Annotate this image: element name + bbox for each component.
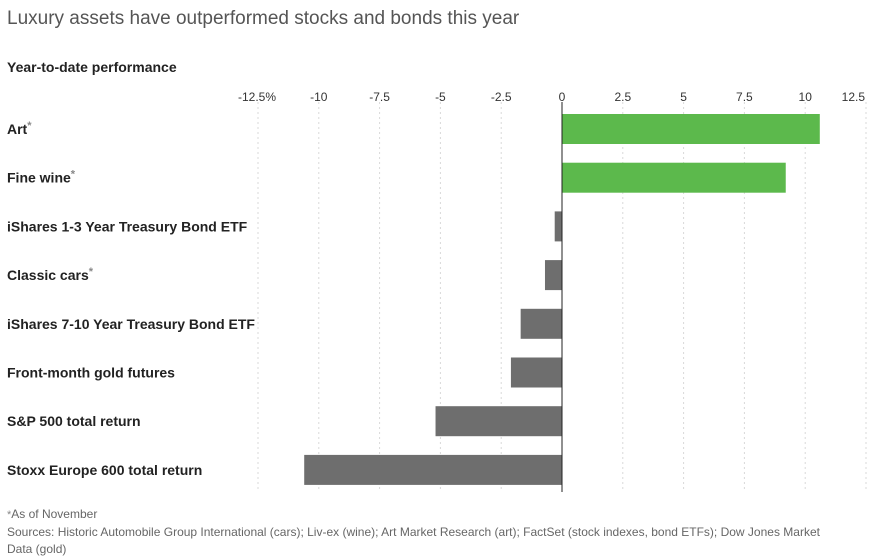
x-tick-label: -7.5: [369, 90, 390, 104]
x-tick-label: 12.5: [842, 90, 866, 104]
category-label: Fine wine*: [7, 169, 76, 186]
category-label: Stoxx Europe 600 total return: [7, 462, 202, 478]
as-of-footnote: *As of November: [7, 507, 97, 521]
category-label: Art*: [7, 120, 32, 137]
category-name: S&P 500 total return: [7, 413, 141, 429]
bar: [520, 308, 562, 339]
bar: [304, 454, 562, 485]
category-label: iShares 7-10 Year Treasury Bond ETF: [7, 316, 255, 332]
as-of-marker: *: [7, 509, 12, 521]
category-label: S&P 500 total return: [7, 413, 141, 429]
x-tick-label: -10: [310, 90, 328, 104]
category-note: *: [89, 266, 94, 278]
sources-line-2: Data (gold): [7, 542, 66, 556]
category-name: Fine wine: [7, 170, 71, 186]
category-name: iShares 7-10 Year Treasury Bond ETF: [7, 316, 255, 332]
category-note: *: [71, 169, 76, 181]
category-label: Classic cars*: [7, 266, 94, 283]
category-labels: Art*Fine wine*iShares 1-3 Year Treasury …: [7, 120, 255, 478]
x-tick-label: 10: [799, 90, 813, 104]
x-tick-label: -12.5%: [238, 90, 276, 104]
chart-subtitle: Year-to-date performance: [7, 59, 177, 75]
category-name: Classic cars: [7, 267, 89, 283]
category-label: iShares 1-3 Year Treasury Bond ETF: [7, 218, 248, 234]
sources-line-1: Sources: Historic Automobile Group Inter…: [7, 525, 821, 539]
category-name: Front-month gold futures: [7, 365, 175, 381]
category-note: *: [27, 120, 32, 132]
x-tick-label: -2.5: [491, 90, 512, 104]
bar: [554, 211, 562, 242]
x-tick-label: 5: [680, 90, 687, 104]
category-name: iShares 1-3 Year Treasury Bond ETF: [7, 218, 248, 234]
bar: [562, 114, 820, 144]
category-name: Stoxx Europe 600 total return: [7, 462, 202, 478]
bars: [304, 114, 820, 485]
bar: [544, 260, 562, 291]
as-of-text: As of November: [11, 507, 97, 521]
category-label: Front-month gold futures: [7, 365, 175, 381]
x-axis-ticks: -12.5% -10 -7.5 -5 -2.5 0 2.5 5 7.5 10 12.5: [238, 90, 865, 104]
x-tick-label: 0: [559, 90, 566, 104]
x-tick-label: -5: [435, 90, 446, 104]
bar: [435, 406, 562, 437]
bar: [562, 162, 786, 193]
x-tick-label: 7.5: [736, 90, 753, 104]
category-name: Art: [7, 121, 28, 137]
bar: [510, 357, 562, 388]
x-tick-label: 2.5: [614, 90, 631, 104]
chart-title: Luxury assets have outperformed stocks a…: [7, 8, 520, 29]
